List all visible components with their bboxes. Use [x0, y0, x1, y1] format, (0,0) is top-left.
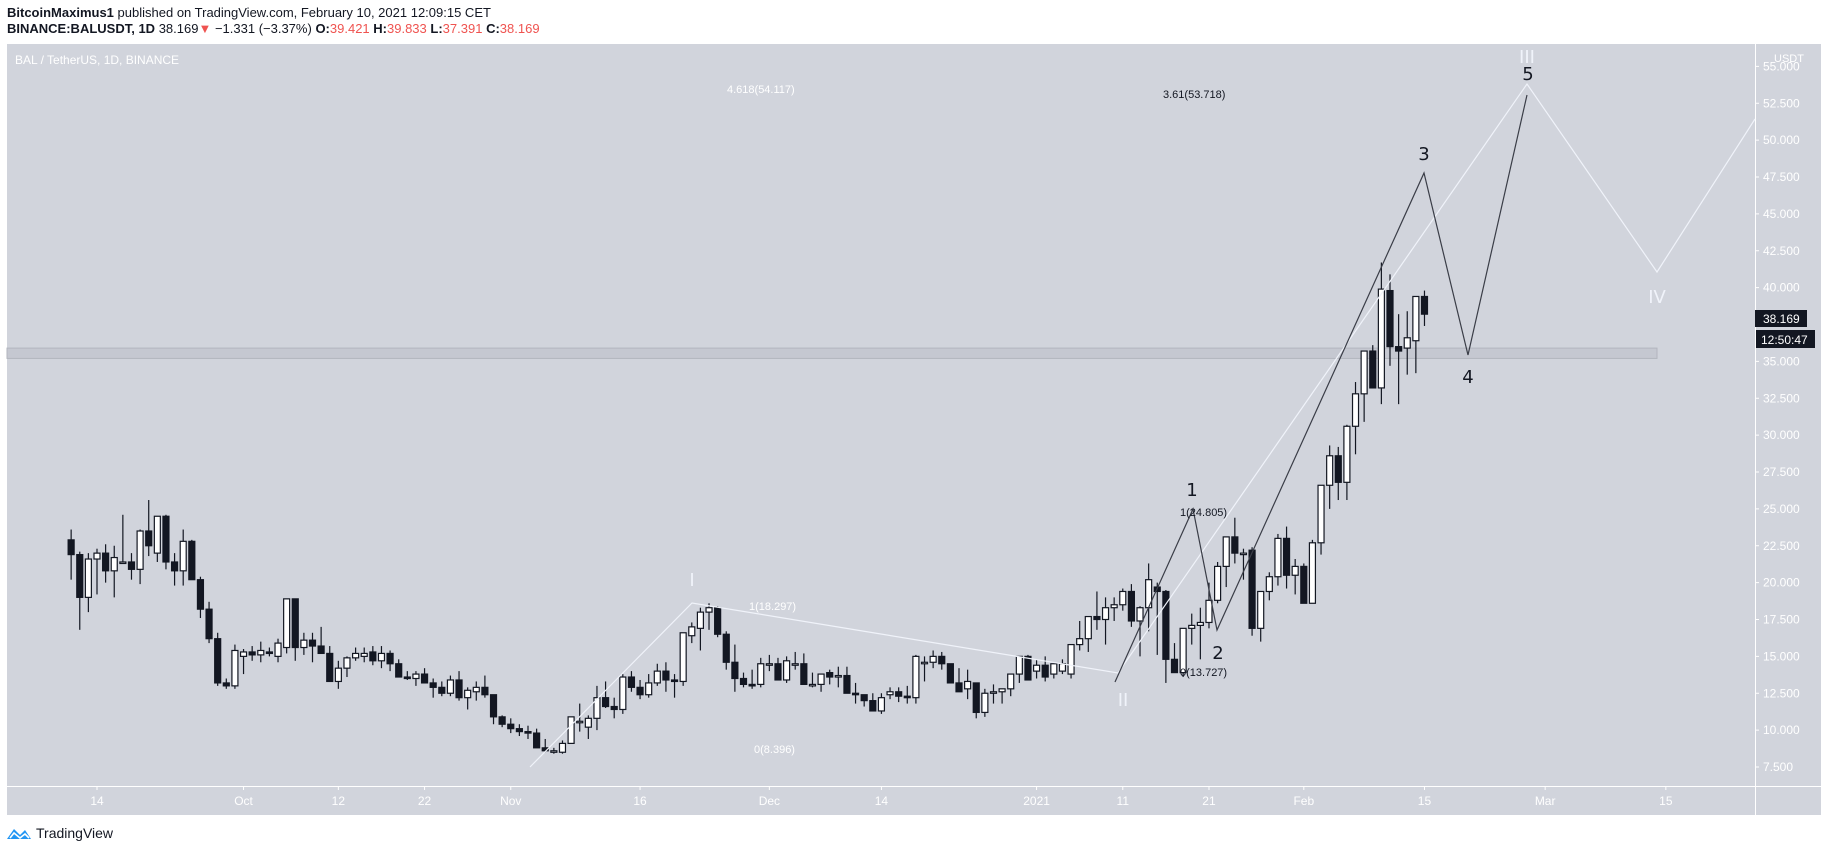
svg-text:52.500: 52.500 [1763, 96, 1800, 110]
svg-text:3.61(53.718): 3.61(53.718) [1163, 89, 1225, 101]
tradingview-logo[interactable]: TradingView [6, 825, 113, 841]
low-label: L: [430, 21, 443, 36]
svg-text:II: II [1118, 690, 1129, 711]
svg-text:Dec: Dec [759, 794, 780, 808]
svg-text:32.500: 32.500 [1763, 391, 1800, 405]
down-arrow-icon: ▼ [198, 21, 212, 36]
high-label: H: [373, 21, 387, 36]
candlestick-series [67, 262, 1429, 754]
svg-text:2: 2 [1212, 643, 1223, 664]
svg-text:7.500: 7.500 [1763, 760, 1793, 774]
svg-text:1(24.805): 1(24.805) [1180, 507, 1227, 519]
tradingview-cloud-icon [7, 829, 31, 840]
svg-text:17.500: 17.500 [1763, 613, 1800, 627]
last-price-tag: 38.169 [1755, 310, 1807, 327]
open-value: 39.421 [329, 21, 370, 36]
svg-text:IV: IV [1648, 287, 1666, 308]
symbol-label: BINANCE:BALUSDT, 1D [7, 21, 156, 36]
svg-text:5: 5 [1522, 64, 1533, 85]
svg-text:47.500: 47.500 [1763, 170, 1800, 184]
time-axis-ticks: 14 Oct 12 22 Nov 16 Dec 14 2021 11 21 Feb 15 Mar 15 [90, 786, 1673, 808]
chart-title: BAL / TetherUS, 1D, BINANCE [15, 53, 179, 67]
symbol-info: BINANCE:BALUSDT, 1D 38.169▼ −1.331 (−3.3… [7, 21, 540, 36]
svg-text:40.000: 40.000 [1763, 281, 1800, 295]
svg-text:15: 15 [1659, 794, 1673, 808]
svg-text:Mar: Mar [1535, 794, 1556, 808]
svg-text:2021: 2021 [1023, 794, 1050, 808]
time-axis[interactable] [7, 786, 1755, 815]
svg-text:4: 4 [1462, 367, 1473, 388]
close-label: C: [486, 21, 500, 36]
publish-info: BitcoinMaximus1 published on TradingView… [7, 5, 491, 20]
svg-text:15: 15 [1418, 794, 1432, 808]
svg-text:30.000: 30.000 [1763, 428, 1800, 442]
published-text: published on TradingView.com, February 1… [117, 5, 491, 20]
close-value: 38.169 [499, 21, 540, 36]
resistance-zone[interactable] [6, 347, 1658, 359]
svg-text:1: 1 [1186, 480, 1197, 501]
author-name[interactable]: BitcoinMaximus1 [7, 5, 114, 20]
svg-text:1(18.297): 1(18.297) [749, 601, 796, 613]
svg-text:20.000: 20.000 [1763, 576, 1800, 590]
svg-text:15.000: 15.000 [1763, 649, 1800, 663]
wave-count-lines[interactable] [529, 82, 1756, 768]
svg-text:50.000: 50.000 [1763, 133, 1800, 147]
svg-text:21: 21 [1202, 794, 1216, 808]
high-value: 39.833 [387, 21, 427, 36]
svg-text:27.500: 27.500 [1763, 465, 1800, 479]
svg-text:12:50:47: 12:50:47 [1761, 333, 1808, 347]
svg-text:38.169: 38.169 [1763, 312, 1800, 326]
svg-text:12: 12 [332, 794, 346, 808]
svg-text:14: 14 [875, 794, 889, 808]
svg-text:55.000: 55.000 [1763, 59, 1800, 73]
svg-text:14: 14 [90, 794, 104, 808]
price-change: −1.331 (−3.37%) [214, 21, 312, 36]
svg-text:35.000: 35.000 [1763, 354, 1800, 368]
svg-text:45.000: 45.000 [1763, 207, 1800, 221]
svg-text:0(8.396): 0(8.396) [754, 744, 795, 756]
price-axis[interactable] [1755, 44, 1821, 815]
svg-text:Oct: Oct [234, 794, 253, 808]
open-label: O: [315, 21, 330, 36]
svg-text:16: 16 [633, 794, 647, 808]
svg-text:USDT: USDT [1774, 53, 1804, 65]
svg-text:0(13.727): 0(13.727) [1180, 667, 1227, 679]
svg-text:III: III [1519, 47, 1535, 68]
svg-text:Nov: Nov [500, 794, 521, 808]
svg-text:10.000: 10.000 [1763, 723, 1800, 737]
low-value: 37.391 [442, 21, 483, 36]
svg-text:Feb: Feb [1293, 794, 1314, 808]
last-price: 38.169 [158, 21, 199, 36]
svg-text:I: I [689, 570, 694, 591]
wave-annotations: 4.618(54.117) 3.61(53.718) 1(18.297) 0(8.39… [689, 47, 1666, 756]
tradingview-text: TradingView [36, 825, 114, 841]
svg-text:11: 11 [1117, 794, 1130, 808]
chart-pane[interactable] [7, 44, 1755, 786]
svg-text:22.500: 22.500 [1763, 539, 1800, 553]
svg-text:25.000: 25.000 [1763, 502, 1800, 516]
countdown-tag: 12:50:47 [1756, 330, 1815, 348]
svg-text:3: 3 [1418, 144, 1429, 165]
svg-text:4.618(54.117): 4.618(54.117) [727, 84, 795, 96]
svg-text:12.500: 12.500 [1763, 686, 1800, 700]
svg-text:42.500: 42.500 [1763, 244, 1800, 258]
svg-text:22: 22 [418, 794, 432, 808]
